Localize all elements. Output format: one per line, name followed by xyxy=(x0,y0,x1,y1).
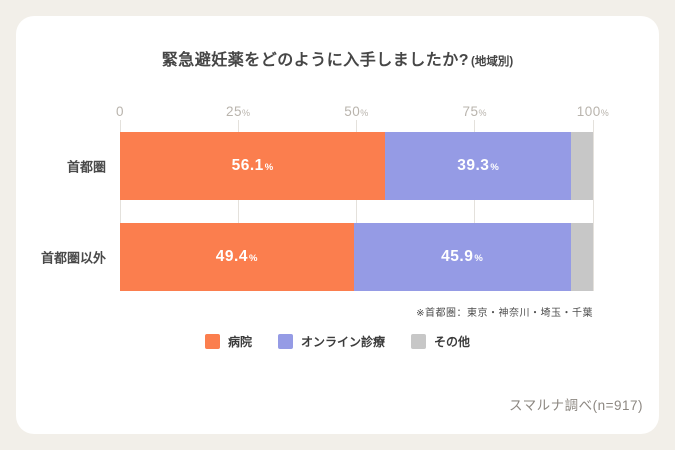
legend-swatch xyxy=(411,334,426,349)
category-label: 首都圏以外 xyxy=(40,250,106,266)
chart-title-text: 緊急避妊薬をどのように入手しましたか? xyxy=(161,52,470,69)
bar-segment xyxy=(571,132,593,200)
category-label: 首都圏 xyxy=(66,159,106,175)
chart-footnote: ※首都圏：東京・神奈川・埼玉・千葉 xyxy=(416,308,593,319)
gridline xyxy=(119,120,121,291)
chart-body: 首都圏 56.1% 39.3% 首都圏以外 49.4% 45.9% xyxy=(41,120,594,291)
value-label: 56.1% xyxy=(231,157,274,174)
gridline xyxy=(474,120,476,291)
axis-tick-label: 100% xyxy=(576,104,610,119)
legend-swatch xyxy=(277,334,293,349)
legend-label: オンライン診療 xyxy=(300,335,385,349)
value-label: 49.4% xyxy=(215,248,258,265)
bar-segment xyxy=(570,223,593,291)
chart-title-note: (地域別) xyxy=(471,56,514,68)
source-note: スマルナ調べ(n=917) xyxy=(508,398,643,413)
chart-title: 緊急避妊薬をどのように入手しましたか? (地域別) xyxy=(16,16,659,70)
legend-item: その他 xyxy=(411,333,470,350)
bar-row: 首都圏以外 49.4% 45.9% xyxy=(41,223,593,291)
value-label: 39.3% xyxy=(457,157,500,174)
legend-item: 病院 xyxy=(204,333,252,350)
chart-area: 0 25% 50% 75% 100% 首都圏 56.1% 39.3% 首都圏以外 49.4% 45… xyxy=(41,104,609,291)
axis-tick-label: 75% xyxy=(462,104,488,119)
gridline xyxy=(592,120,594,291)
bar-segment: 56.1% xyxy=(120,132,386,200)
axis-tick-label: 25% xyxy=(225,104,251,119)
gridline xyxy=(356,120,357,291)
legend-swatch xyxy=(204,334,220,349)
legend-item: オンライン診療 xyxy=(277,333,385,350)
legend: 病院 オンライン診療 その他 xyxy=(16,333,659,350)
bar-segment: 39.3% xyxy=(385,132,572,200)
value-label: 45.9% xyxy=(441,248,484,265)
axis-tick-label: 0 xyxy=(115,104,125,119)
legend-label: その他 xyxy=(434,335,471,349)
bar-segment: 49.4% xyxy=(120,223,354,291)
bar-segment: 45.9% xyxy=(353,223,571,291)
chart-card: 緊急避妊薬をどのように入手しましたか? (地域別) 0 25% 50% 75% 100% … xyxy=(16,16,659,434)
axis-tick-label: 50% xyxy=(344,104,369,119)
gridline xyxy=(237,120,239,291)
legend-label: 病院 xyxy=(227,335,252,349)
x-axis: 0 25% 50% 75% 100% xyxy=(116,104,609,120)
stacked-bar: 49.4% 45.9% xyxy=(120,223,593,291)
bar-row: 首都圏 56.1% 39.3% xyxy=(67,132,593,200)
stacked-bar: 56.1% 39.3% xyxy=(120,132,593,200)
